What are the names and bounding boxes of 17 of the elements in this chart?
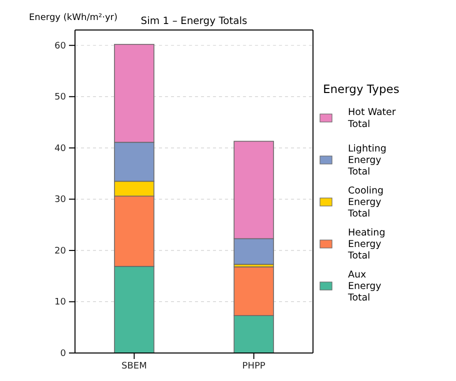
legend-label: Lighting Energy Total	[347, 143, 386, 178]
y-tick-label: 20	[54, 246, 66, 256]
y-tick-label: 30	[54, 195, 66, 206]
y-tick-label: 50	[54, 92, 66, 103]
y-axis-title: Energy (kWh/m²·yr)	[29, 13, 118, 23]
x-tick-label: PHPP	[242, 361, 266, 372]
chart-title: Sim 1 – Energy Totals	[140, 16, 248, 27]
x-tick-label: SBEM	[122, 361, 147, 372]
legend-label: Aux Energy Total	[347, 269, 382, 304]
y-tick-label: 40	[54, 144, 66, 154]
legend-label: Hot Water Total	[347, 107, 396, 130]
y-tick-label: 0	[60, 348, 66, 359]
legend-label: Heating Energy Total	[347, 227, 386, 262]
y-tick-label: 10	[54, 298, 66, 308]
legend-label: Cooling Energy Total	[347, 185, 384, 220]
legend-title: Energy Types	[323, 82, 400, 96]
y-tick-label: 60	[54, 41, 66, 52]
